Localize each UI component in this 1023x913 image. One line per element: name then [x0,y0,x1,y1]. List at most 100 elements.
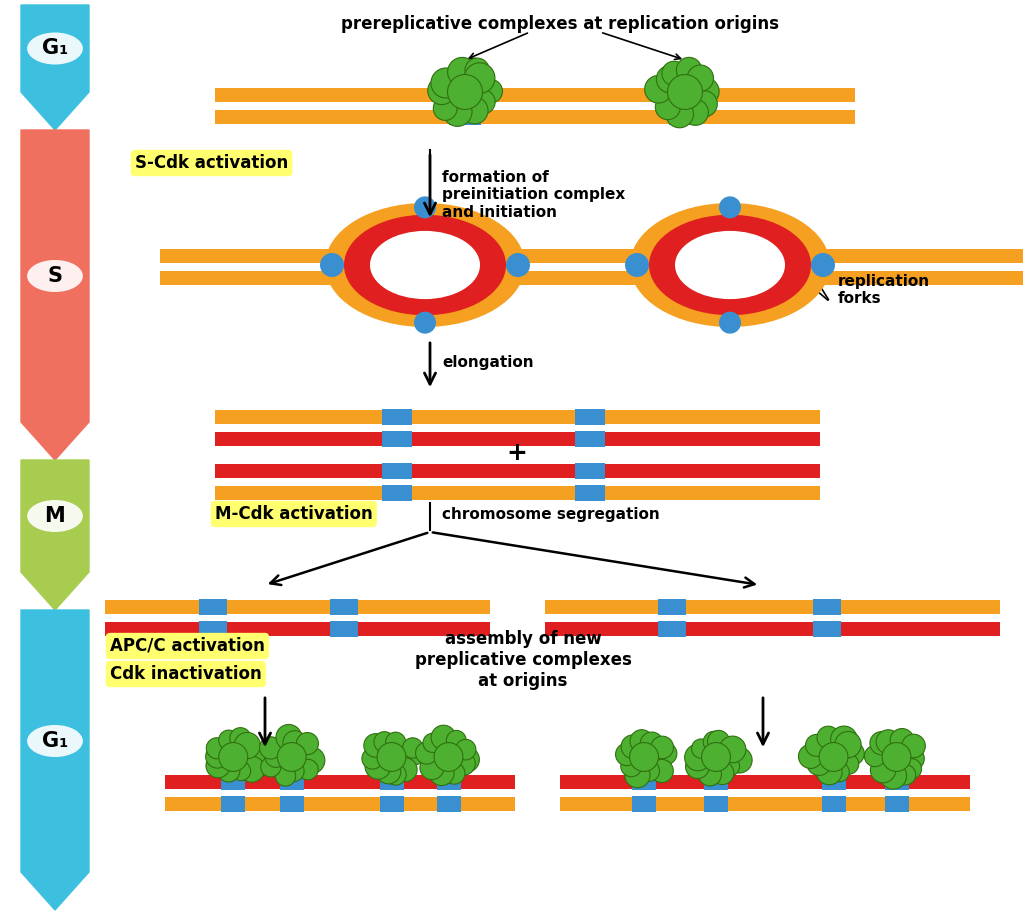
Circle shape [640,732,663,755]
Circle shape [644,76,672,103]
Circle shape [816,759,842,785]
Bar [325,775,515,789]
Circle shape [638,761,660,782]
Circle shape [234,732,260,759]
Circle shape [443,98,472,126]
Circle shape [238,756,265,782]
Bar [804,271,1023,285]
Circle shape [276,725,302,750]
Circle shape [662,61,686,86]
Bar [165,775,360,789]
Bar [221,796,246,812]
Circle shape [219,742,248,771]
Circle shape [880,762,906,789]
Ellipse shape [630,203,830,327]
Circle shape [655,742,677,765]
Circle shape [901,734,926,758]
Text: M-Cdk activation: M-Cdk activation [215,505,372,523]
Circle shape [452,751,476,775]
Circle shape [842,742,864,765]
Circle shape [711,761,733,784]
Bar [437,796,460,812]
Circle shape [702,742,730,771]
Circle shape [415,742,438,764]
Circle shape [455,740,476,760]
Circle shape [275,766,296,786]
Text: S-Cdk activation: S-Cdk activation [135,154,288,172]
Circle shape [479,79,502,103]
Circle shape [682,100,708,125]
Bar [669,87,701,103]
Text: replication
forks: replication forks [838,274,930,306]
Circle shape [685,755,709,779]
Circle shape [817,726,840,749]
Circle shape [676,58,702,83]
Ellipse shape [28,725,83,757]
Circle shape [805,734,828,756]
Polygon shape [21,130,89,460]
Bar [380,774,403,790]
Bar [545,622,1000,636]
Text: assembly of new
preplicative complexes
at origins: assembly of new preplicative complexes a… [414,630,631,690]
Circle shape [207,738,227,759]
Circle shape [651,736,673,759]
Circle shape [687,65,713,91]
Ellipse shape [649,215,811,315]
Bar [813,621,841,637]
Bar [704,796,728,812]
Circle shape [231,761,251,781]
Circle shape [464,63,495,93]
Circle shape [838,754,858,774]
Ellipse shape [28,500,83,532]
Text: +: + [506,441,528,465]
Circle shape [692,90,717,117]
Circle shape [629,742,659,771]
Bar [329,599,358,615]
Bar [105,622,490,636]
Circle shape [719,311,741,333]
Circle shape [448,58,477,87]
Circle shape [206,745,229,768]
Bar [804,249,1023,263]
Circle shape [621,756,641,777]
Circle shape [461,97,488,124]
Circle shape [811,253,835,277]
Bar [382,463,411,479]
Circle shape [882,742,910,771]
Circle shape [699,762,721,786]
Circle shape [260,737,281,759]
Bar [165,797,360,811]
Text: G₁: G₁ [42,731,69,751]
Bar [885,796,908,812]
Circle shape [362,748,383,769]
Circle shape [625,253,649,277]
Circle shape [625,762,650,788]
Circle shape [621,735,644,759]
Circle shape [708,730,729,752]
Circle shape [219,730,238,750]
Bar [279,774,304,790]
Circle shape [230,728,251,749]
Circle shape [434,97,457,121]
Circle shape [283,761,304,782]
Circle shape [404,744,425,765]
Circle shape [244,747,265,768]
Circle shape [218,760,240,782]
Bar [449,109,481,125]
Circle shape [692,739,711,759]
Circle shape [684,744,711,771]
Bar [198,621,227,637]
Circle shape [471,89,495,114]
Bar [380,796,403,812]
Circle shape [719,736,746,762]
Bar [215,464,820,478]
Circle shape [298,760,318,780]
Circle shape [876,729,900,754]
Circle shape [719,196,741,218]
Circle shape [819,742,848,771]
Circle shape [265,746,286,768]
Bar [215,110,855,124]
Bar [382,485,411,501]
Circle shape [364,734,388,757]
Text: S: S [47,266,62,286]
